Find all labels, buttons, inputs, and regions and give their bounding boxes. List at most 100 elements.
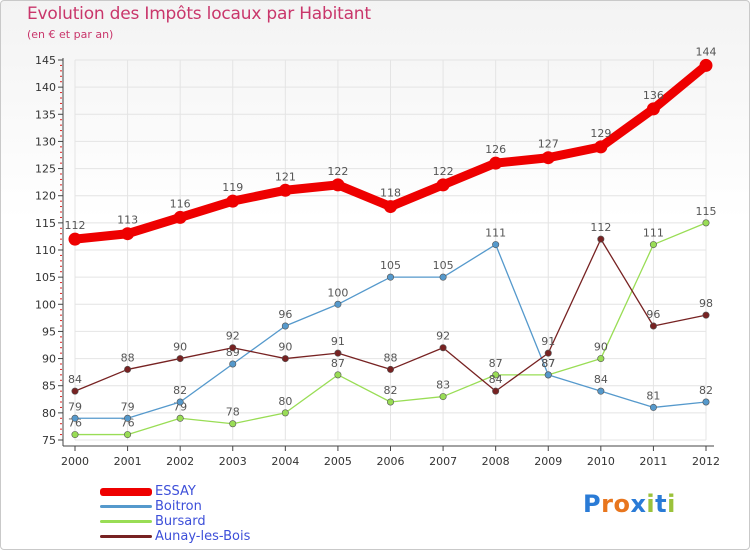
data-label-boitron: 111 — [485, 227, 506, 240]
y-tick-label: 85 — [42, 380, 56, 393]
chart-title: Evolution des Impôts locaux par Habitant — [27, 4, 371, 24]
legend-label-bursard: Bursard — [155, 514, 206, 529]
x-tick-label: 2012 — [692, 455, 720, 468]
data-point-boitron — [492, 241, 500, 249]
data-label-bursard: 90 — [594, 341, 608, 354]
data-point-aunay-les-bois — [492, 387, 500, 395]
x-tick-label: 2004 — [271, 455, 299, 468]
legend-swatch-essay — [100, 488, 152, 496]
data-point-aunay-les-bois — [281, 355, 289, 363]
data-label-aunay-les-bois: 112 — [590, 221, 611, 234]
logo-letter: o — [613, 490, 631, 518]
data-point-bursard — [124, 431, 132, 439]
data-point-essay — [541, 151, 555, 165]
data-point-essay — [173, 210, 187, 224]
data-label-essay: 118 — [380, 187, 401, 200]
data-label-essay: 122 — [327, 165, 348, 178]
data-label-aunay-les-bois: 91 — [331, 335, 345, 348]
data-label-aunay-les-bois: 84 — [68, 373, 82, 386]
y-tick-label: 105 — [35, 271, 56, 284]
legend-swatch-aunay-les-bois — [100, 535, 152, 538]
data-point-essay — [68, 232, 82, 246]
data-point-bursard — [229, 420, 237, 428]
legend-label-boitron: Boitron — [155, 499, 202, 514]
data-label-bursard: 87 — [489, 357, 503, 370]
data-label-aunay-les-bois: 88 — [384, 351, 398, 364]
data-label-bursard: 111 — [643, 227, 664, 240]
data-point-aunay-les-bois — [702, 311, 710, 319]
legend-label-aunay-les-bois: Aunay-les-Bois — [155, 529, 251, 544]
data-label-aunay-les-bois: 98 — [699, 297, 713, 310]
data-point-bursard — [334, 371, 342, 379]
data-point-boitron — [229, 360, 237, 368]
x-tick-label: 2008 — [482, 455, 510, 468]
data-label-bursard: 83 — [436, 379, 450, 392]
data-label-bursard: 87 — [331, 357, 345, 370]
series-boitron: 79 79 82 89 96 100 105 105 111 87 84 81 82 — [68, 227, 713, 422]
y-tick-label: 95 — [42, 325, 56, 338]
data-point-bursard — [71, 431, 79, 439]
x-tick-label: 2010 — [587, 455, 615, 468]
data-label-essay: 121 — [275, 170, 296, 183]
data-point-bursard — [492, 371, 500, 379]
logo-letter: P — [583, 490, 602, 518]
data-point-aunay-les-bois — [544, 349, 552, 357]
data-label-essay: 122 — [433, 165, 454, 178]
x-tick-label: 2007 — [429, 455, 457, 468]
data-label-bursard: 78 — [226, 406, 240, 419]
data-point-essay — [384, 200, 397, 214]
data-point-boitron — [544, 371, 552, 379]
data-point-boitron — [124, 414, 132, 422]
y-tick-label: 80 — [42, 407, 56, 420]
data-point-aunay-les-bois — [124, 365, 132, 373]
x-tick-label: 2006 — [377, 455, 405, 468]
data-label-aunay-les-bois: 88 — [121, 351, 135, 364]
data-label-aunay-les-bois: 92 — [436, 330, 450, 343]
legend-swatch-boitron — [100, 505, 152, 508]
y-tick-label: 125 — [35, 163, 56, 176]
data-label-aunay-les-bois: 91 — [541, 335, 555, 348]
data-label-boitron: 81 — [646, 389, 660, 402]
data-label-boitron: 89 — [226, 346, 240, 359]
logo-letter: i — [667, 490, 676, 518]
data-label-boitron: 84 — [594, 373, 608, 386]
data-point-aunay-les-bois — [439, 344, 447, 352]
proxiti-logo: Proxiti — [583, 490, 676, 518]
data-label-bursard: 115 — [696, 205, 717, 218]
data-label-boitron: 79 — [121, 400, 135, 413]
data-label-essay: 136 — [643, 89, 664, 102]
x-tick-label: 2005 — [324, 455, 352, 468]
data-point-essay — [226, 194, 240, 208]
data-label-bursard: 76 — [68, 417, 82, 430]
y-tick-label: 130 — [35, 135, 56, 148]
series-bursard: 76 76 79 78 80 87 82 83 87 87 90 111 115 — [68, 205, 717, 439]
data-point-essay — [646, 102, 660, 116]
y-tick-label: 140 — [35, 81, 56, 94]
data-point-boitron — [71, 414, 79, 422]
data-point-aunay-les-bois — [229, 344, 237, 352]
y-tick-label: 110 — [35, 244, 56, 257]
data-point-boitron — [597, 387, 605, 395]
data-label-essay: 126 — [485, 143, 506, 156]
data-point-boitron — [386, 273, 394, 281]
data-label-essay: 119 — [222, 181, 243, 194]
data-point-bursard — [597, 355, 605, 363]
data-label-essay: 144 — [696, 45, 717, 58]
data-label-essay: 112 — [65, 219, 86, 232]
data-label-aunay-les-bois: 84 — [489, 373, 503, 386]
data-point-bursard — [281, 409, 289, 417]
x-tick-label: 2009 — [534, 455, 562, 468]
chart-subtitle: (en € et par an) — [27, 28, 114, 41]
logo-letter: r — [601, 490, 614, 518]
data-label-bursard: 82 — [384, 384, 398, 397]
data-point-bursard — [702, 219, 710, 227]
data-label-bursard: 80 — [278, 395, 292, 408]
data-point-essay — [278, 183, 292, 197]
data-point-essay — [436, 178, 450, 192]
data-label-boitron: 105 — [433, 259, 454, 272]
data-point-aunay-les-bois — [649, 322, 657, 330]
data-point-boitron — [702, 398, 710, 406]
y-tick-label: 90 — [42, 353, 56, 366]
data-label-aunay-les-bois: 92 — [226, 330, 240, 343]
data-label-essay: 113 — [117, 214, 138, 227]
